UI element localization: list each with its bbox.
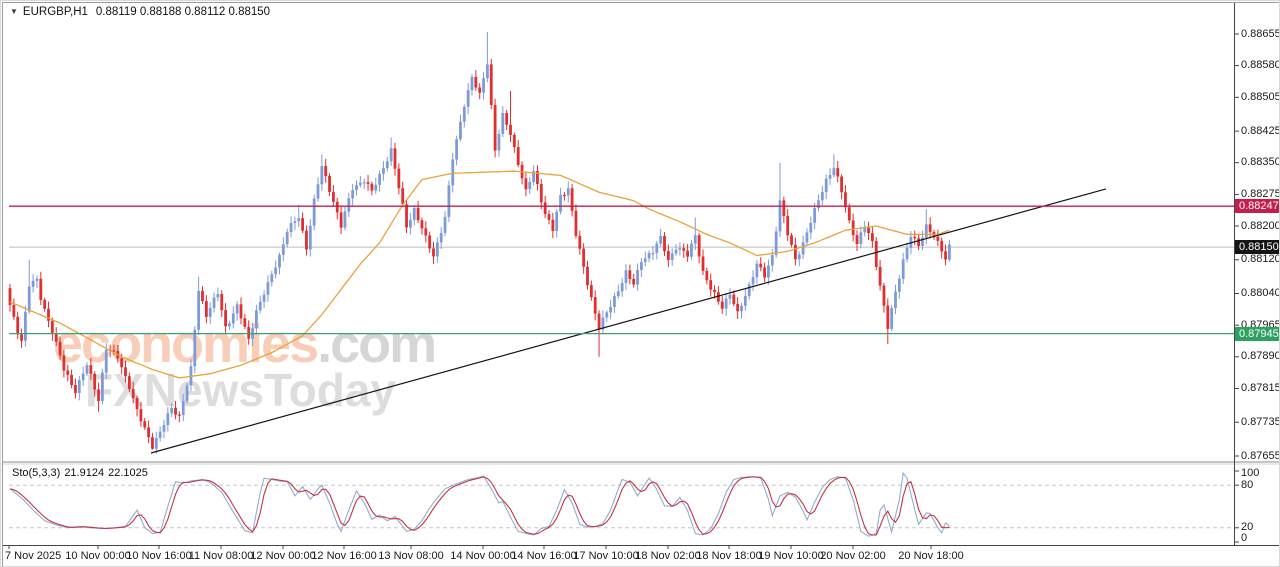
watermark: economies.com FXNewsToday — [53, 314, 437, 413]
watermark-suffix: .com — [317, 314, 437, 374]
watermark-brand-line: economies.com — [53, 314, 437, 374]
